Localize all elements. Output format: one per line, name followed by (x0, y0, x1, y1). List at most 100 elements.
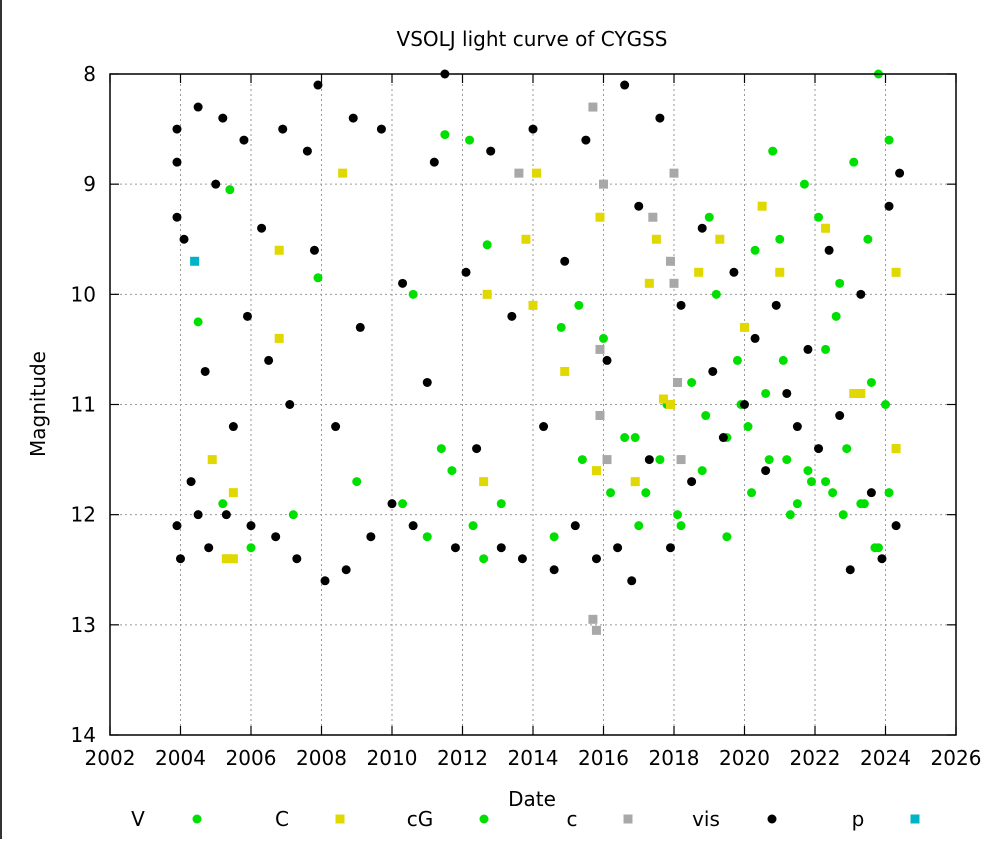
data-point-cG (764, 455, 774, 465)
data-point-vis (613, 543, 623, 553)
data-point-C (665, 400, 675, 409)
data-point-vis (239, 135, 249, 145)
data-point-C (891, 267, 901, 277)
data-point-V (761, 388, 771, 398)
x-tick-label: 2018 (649, 746, 700, 770)
data-point-vis (461, 267, 471, 277)
data-point-C (651, 234, 661, 244)
data-point-V (775, 234, 785, 244)
data-point-vis (257, 223, 267, 233)
data-point-cG (606, 488, 616, 498)
data-point-vis (355, 322, 365, 332)
legend-marker-c (623, 814, 633, 824)
data-point-C (644, 278, 654, 288)
data-point-V (701, 411, 711, 421)
data-point-vis (845, 565, 855, 575)
data-point-C (338, 168, 348, 178)
data-point-vis (271, 532, 281, 542)
data-point-cG (866, 377, 876, 387)
x-tick-label: 2012 (437, 746, 488, 770)
x-tick-label: 2008 (296, 746, 347, 770)
data-point-cG (747, 488, 757, 498)
data-point-C (228, 488, 238, 498)
data-point-cG (697, 466, 707, 476)
data-point-vis (884, 201, 894, 211)
data-point-cG (873, 543, 883, 553)
data-point-V (863, 234, 873, 244)
data-point-c (602, 455, 612, 465)
data-point-V (799, 179, 809, 189)
data-point-C (740, 322, 749, 332)
left-frame-border (0, 0, 2, 839)
data-point-cG (673, 510, 683, 520)
data-point-vis (750, 333, 760, 343)
data-point-V (849, 157, 859, 167)
data-point-C (207, 455, 217, 465)
data-point-vis (264, 355, 274, 365)
data-point-cG (859, 499, 869, 509)
data-point-cG (479, 554, 489, 564)
data-point-C (221, 554, 231, 564)
data-point-vis (200, 366, 210, 376)
data-point-vis (507, 311, 517, 321)
data-point-C (891, 444, 901, 454)
data-point-V (687, 377, 697, 387)
data-point-vis (221, 510, 231, 520)
x-tick-label: 2006 (226, 746, 277, 770)
data-point-C (591, 466, 601, 476)
data-point-cG (577, 455, 587, 465)
x-tick-label: 2010 (367, 746, 418, 770)
data-point-vis (782, 388, 792, 398)
grid-layer (110, 74, 956, 735)
data-point-C (532, 168, 542, 178)
data-point-vis (341, 565, 351, 575)
y-tick-label: 8 (83, 62, 96, 86)
data-point-vis (387, 499, 397, 509)
data-point-vis (331, 422, 341, 432)
data-point-vis (313, 80, 323, 90)
data-point-V (782, 455, 792, 465)
data-point-cG (468, 521, 478, 531)
data-point-V (806, 477, 816, 487)
data-point-V (676, 521, 686, 531)
data-point-vis (539, 422, 549, 432)
data-point-cG (246, 543, 256, 553)
data-point-cG (838, 510, 848, 520)
chart-title: VSOLJ light curve of CYGSS (397, 27, 668, 51)
data-point-V (743, 422, 753, 432)
data-point-vis (172, 521, 182, 531)
data-point-vis (644, 455, 654, 465)
legend-marker-cG (479, 814, 489, 824)
data-point-vis (309, 245, 319, 255)
data-point-vis (278, 124, 288, 134)
data-point-vis (302, 146, 312, 156)
data-point-vis (560, 256, 570, 266)
data-point-vis (729, 267, 739, 277)
data-point-C (630, 477, 640, 487)
data-point-V (732, 355, 742, 365)
y-tick-label: 10 (71, 282, 96, 306)
data-point-c (588, 614, 598, 624)
data-point-V (828, 488, 838, 498)
data-point-C (560, 366, 570, 376)
data-point-vis (718, 433, 728, 443)
data-point-c (588, 102, 598, 112)
data-point-C (595, 212, 605, 222)
data-point-cG (447, 466, 457, 476)
data-point-vis (204, 543, 214, 553)
x-tick-label: 2002 (85, 746, 136, 770)
x-tick-label: 2024 (860, 746, 911, 770)
data-point-c (676, 455, 686, 465)
data-point-C (757, 201, 767, 211)
data-point-c (591, 625, 601, 635)
data-point-V (225, 185, 235, 195)
data-point-V (835, 278, 845, 288)
data-point-vis (211, 179, 221, 189)
legend-marker-p (910, 814, 920, 824)
data-point-cG (620, 433, 630, 443)
data-point-vis (172, 212, 182, 222)
data-point-vis (218, 113, 228, 123)
data-point-cG (422, 532, 432, 542)
series-C-group (207, 168, 901, 564)
